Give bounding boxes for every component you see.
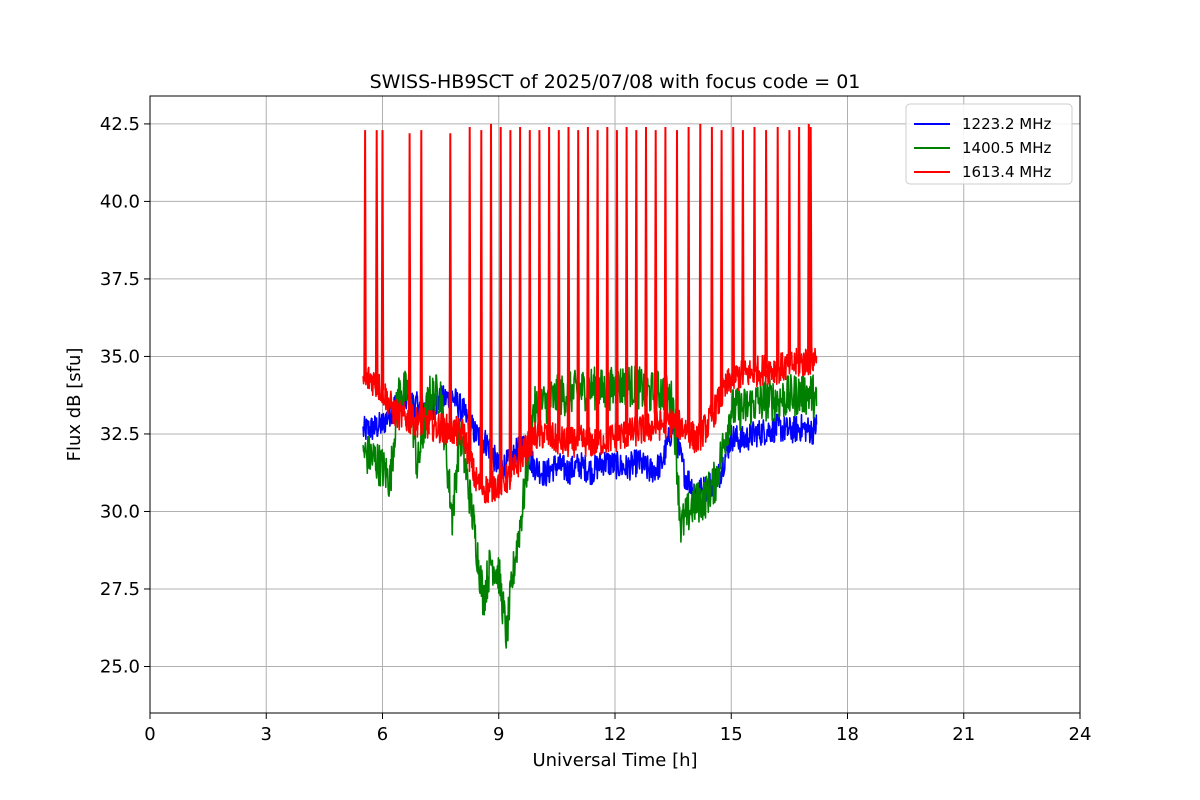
series-spike xyxy=(776,126,780,369)
series-spike xyxy=(566,126,571,444)
series-spike xyxy=(653,130,658,427)
series-spike xyxy=(698,123,702,436)
series-spike xyxy=(448,133,453,431)
series-spike xyxy=(407,133,412,420)
series-spike xyxy=(719,130,724,397)
x-tick-label: 21 xyxy=(952,724,975,745)
series-spike xyxy=(576,130,580,441)
series-spike xyxy=(634,130,639,432)
legend-label: 1400.5 MHz xyxy=(962,139,1051,157)
series-spike xyxy=(537,130,542,436)
legend-label: 1223.2 MHz xyxy=(962,115,1051,133)
y-tick-label: 25.0 xyxy=(100,656,140,677)
series-spike xyxy=(787,130,792,366)
series-spike xyxy=(764,130,768,369)
y-tick-label: 40.0 xyxy=(100,191,140,212)
series-spike xyxy=(374,130,379,385)
x-tick-label: 0 xyxy=(144,724,155,745)
series-spike xyxy=(675,130,679,424)
series-spike xyxy=(508,130,513,478)
series-spike xyxy=(615,130,619,437)
x-tick-label: 6 xyxy=(377,724,388,745)
chart-title: SWISS-HB9SCT of 2025/07/08 with focus co… xyxy=(370,71,861,93)
series-spike xyxy=(380,130,385,391)
x-tick-label: 18 xyxy=(836,724,859,745)
series-spike xyxy=(797,126,801,364)
series-spike xyxy=(489,123,493,488)
series-spike xyxy=(710,126,714,417)
y-tick-label: 32.5 xyxy=(100,424,140,445)
y-tick-label: 35.0 xyxy=(100,346,140,367)
x-tick-label: 3 xyxy=(261,724,272,745)
x-tick-label: 15 xyxy=(720,724,743,745)
series-spike xyxy=(752,126,757,372)
series-spike xyxy=(363,130,367,381)
legend-label: 1613.4 MHz xyxy=(962,163,1051,181)
series-spike xyxy=(518,126,522,460)
y-tick-label: 30.0 xyxy=(100,501,140,522)
y-tick-label: 27.5 xyxy=(100,579,140,600)
ticks: 0 3 6 9 12 15 18 21 24 25.0 27.5 30.0 32.5 35.0 37.5 40… xyxy=(100,114,1092,745)
series-spike xyxy=(419,130,423,423)
series-spike xyxy=(663,126,668,424)
series-spike xyxy=(686,126,691,432)
series-spike xyxy=(547,126,551,437)
legend: 1223.2 MHz 1400.5 MHz 1613.4 MHz xyxy=(905,103,1073,185)
x-axis-label: Universal Time [h] xyxy=(532,750,697,771)
series-spike xyxy=(595,130,600,442)
series-spike xyxy=(498,126,503,483)
series-spike xyxy=(731,126,735,378)
y-tick-label: 37.5 xyxy=(100,269,140,290)
series-spike xyxy=(741,130,745,376)
series-spike xyxy=(479,130,484,486)
y-axis-label: Flux dB [sfu] xyxy=(64,348,85,462)
series-spike xyxy=(557,130,561,441)
plot-series xyxy=(362,123,818,649)
series-spike xyxy=(808,126,813,361)
y-tick-label: 42.5 xyxy=(100,114,140,135)
series-spike xyxy=(605,126,609,440)
series-spike xyxy=(467,126,472,458)
series-spike xyxy=(528,130,532,444)
series-spike xyxy=(586,126,590,443)
x-tick-label: 9 xyxy=(493,724,504,745)
series-spike xyxy=(644,126,648,429)
x-tick-label: 12 xyxy=(604,724,627,745)
series-spike xyxy=(624,126,629,435)
x-tick-label: 24 xyxy=(1069,724,1092,745)
